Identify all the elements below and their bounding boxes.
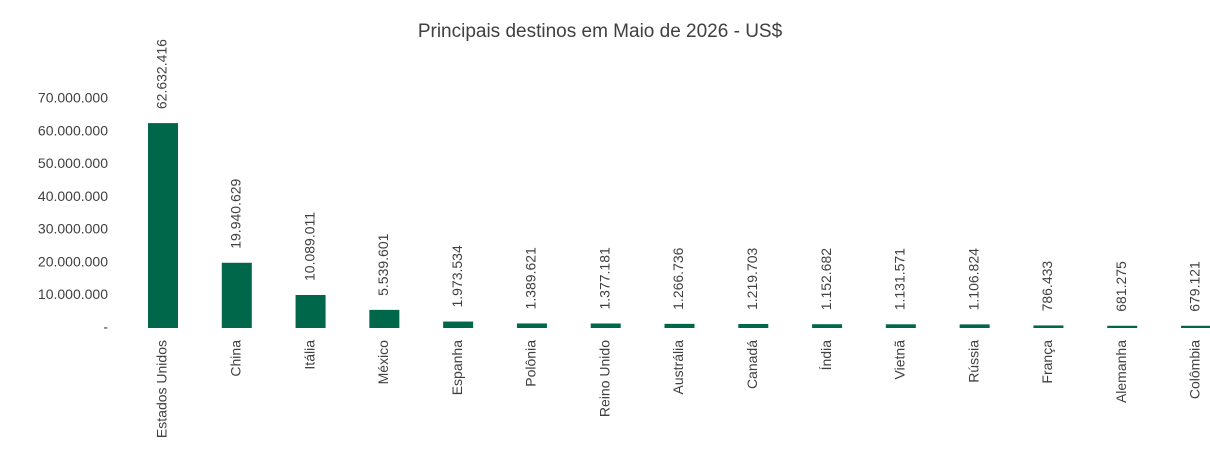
x-tick-label: França bbox=[1039, 340, 1055, 384]
x-tick-label: Colômbia bbox=[1187, 340, 1203, 399]
value-label: 681.275 bbox=[1113, 261, 1129, 312]
value-label: 1.377.181 bbox=[596, 247, 612, 309]
bar bbox=[516, 323, 547, 328]
x-tick-label: Índia bbox=[818, 340, 834, 371]
x-tick-label: Polônia bbox=[523, 340, 539, 387]
bar bbox=[443, 321, 474, 328]
bar bbox=[959, 324, 990, 328]
value-label: 1.106.824 bbox=[965, 248, 981, 310]
x-tick-label: Canadá bbox=[744, 340, 760, 389]
x-tick-label: Reino Unido bbox=[596, 340, 612, 417]
bar bbox=[295, 294, 326, 328]
bar bbox=[369, 309, 400, 328]
value-label: 1.131.571 bbox=[892, 248, 908, 310]
x-tick-label: México bbox=[375, 340, 391, 385]
value-label: 786.433 bbox=[1039, 261, 1055, 312]
y-tick-label: 20.000.000 bbox=[38, 253, 108, 269]
value-label: 1.219.703 bbox=[744, 248, 760, 310]
value-label: 1.973.534 bbox=[449, 245, 465, 307]
value-label: 1.152.682 bbox=[818, 248, 834, 310]
value-label: 10.089.011 bbox=[301, 212, 317, 281]
x-tick-label: Alemanha bbox=[1113, 340, 1129, 403]
value-label: 62.632.416 bbox=[154, 39, 170, 109]
x-tick-label: Itália bbox=[301, 340, 317, 370]
value-label: 19.940.629 bbox=[227, 178, 243, 248]
bar bbox=[1033, 325, 1064, 328]
y-tick-label: 40.000.000 bbox=[38, 188, 108, 204]
y-tick-label: 70.000.000 bbox=[38, 90, 108, 106]
x-tick-label: Rússia bbox=[965, 340, 981, 383]
y-tick-label: 10.000.000 bbox=[38, 286, 108, 302]
chart-title: Principais destinos em Maio de 2026 - US… bbox=[418, 21, 783, 42]
bar bbox=[1181, 325, 1210, 328]
value-label: 1.266.736 bbox=[670, 247, 686, 309]
y-tick-label: 60.000.000 bbox=[38, 122, 108, 138]
y-tick-label: 50.000.000 bbox=[38, 155, 108, 171]
value-label: 1.389.621 bbox=[523, 247, 539, 309]
bar bbox=[1107, 325, 1138, 328]
x-tick-label: Estados Unidos bbox=[154, 340, 170, 438]
value-label: 679.121 bbox=[1187, 261, 1203, 312]
y-tick-label: 30.000.000 bbox=[38, 221, 108, 237]
bar bbox=[885, 324, 916, 328]
value-label: 5.539.601 bbox=[375, 233, 391, 295]
x-tick-label: Vietnã bbox=[892, 340, 908, 380]
x-tick-label: Espanha bbox=[449, 340, 465, 395]
bar bbox=[221, 262, 252, 328]
bar bbox=[812, 324, 843, 328]
bar bbox=[590, 323, 621, 328]
x-tick-label: China bbox=[227, 340, 243, 377]
x-tick-label: Austrália bbox=[670, 340, 686, 395]
bar bbox=[664, 323, 695, 328]
y-tick-label: - bbox=[103, 319, 108, 335]
bar bbox=[738, 324, 769, 328]
bar bbox=[148, 123, 178, 328]
